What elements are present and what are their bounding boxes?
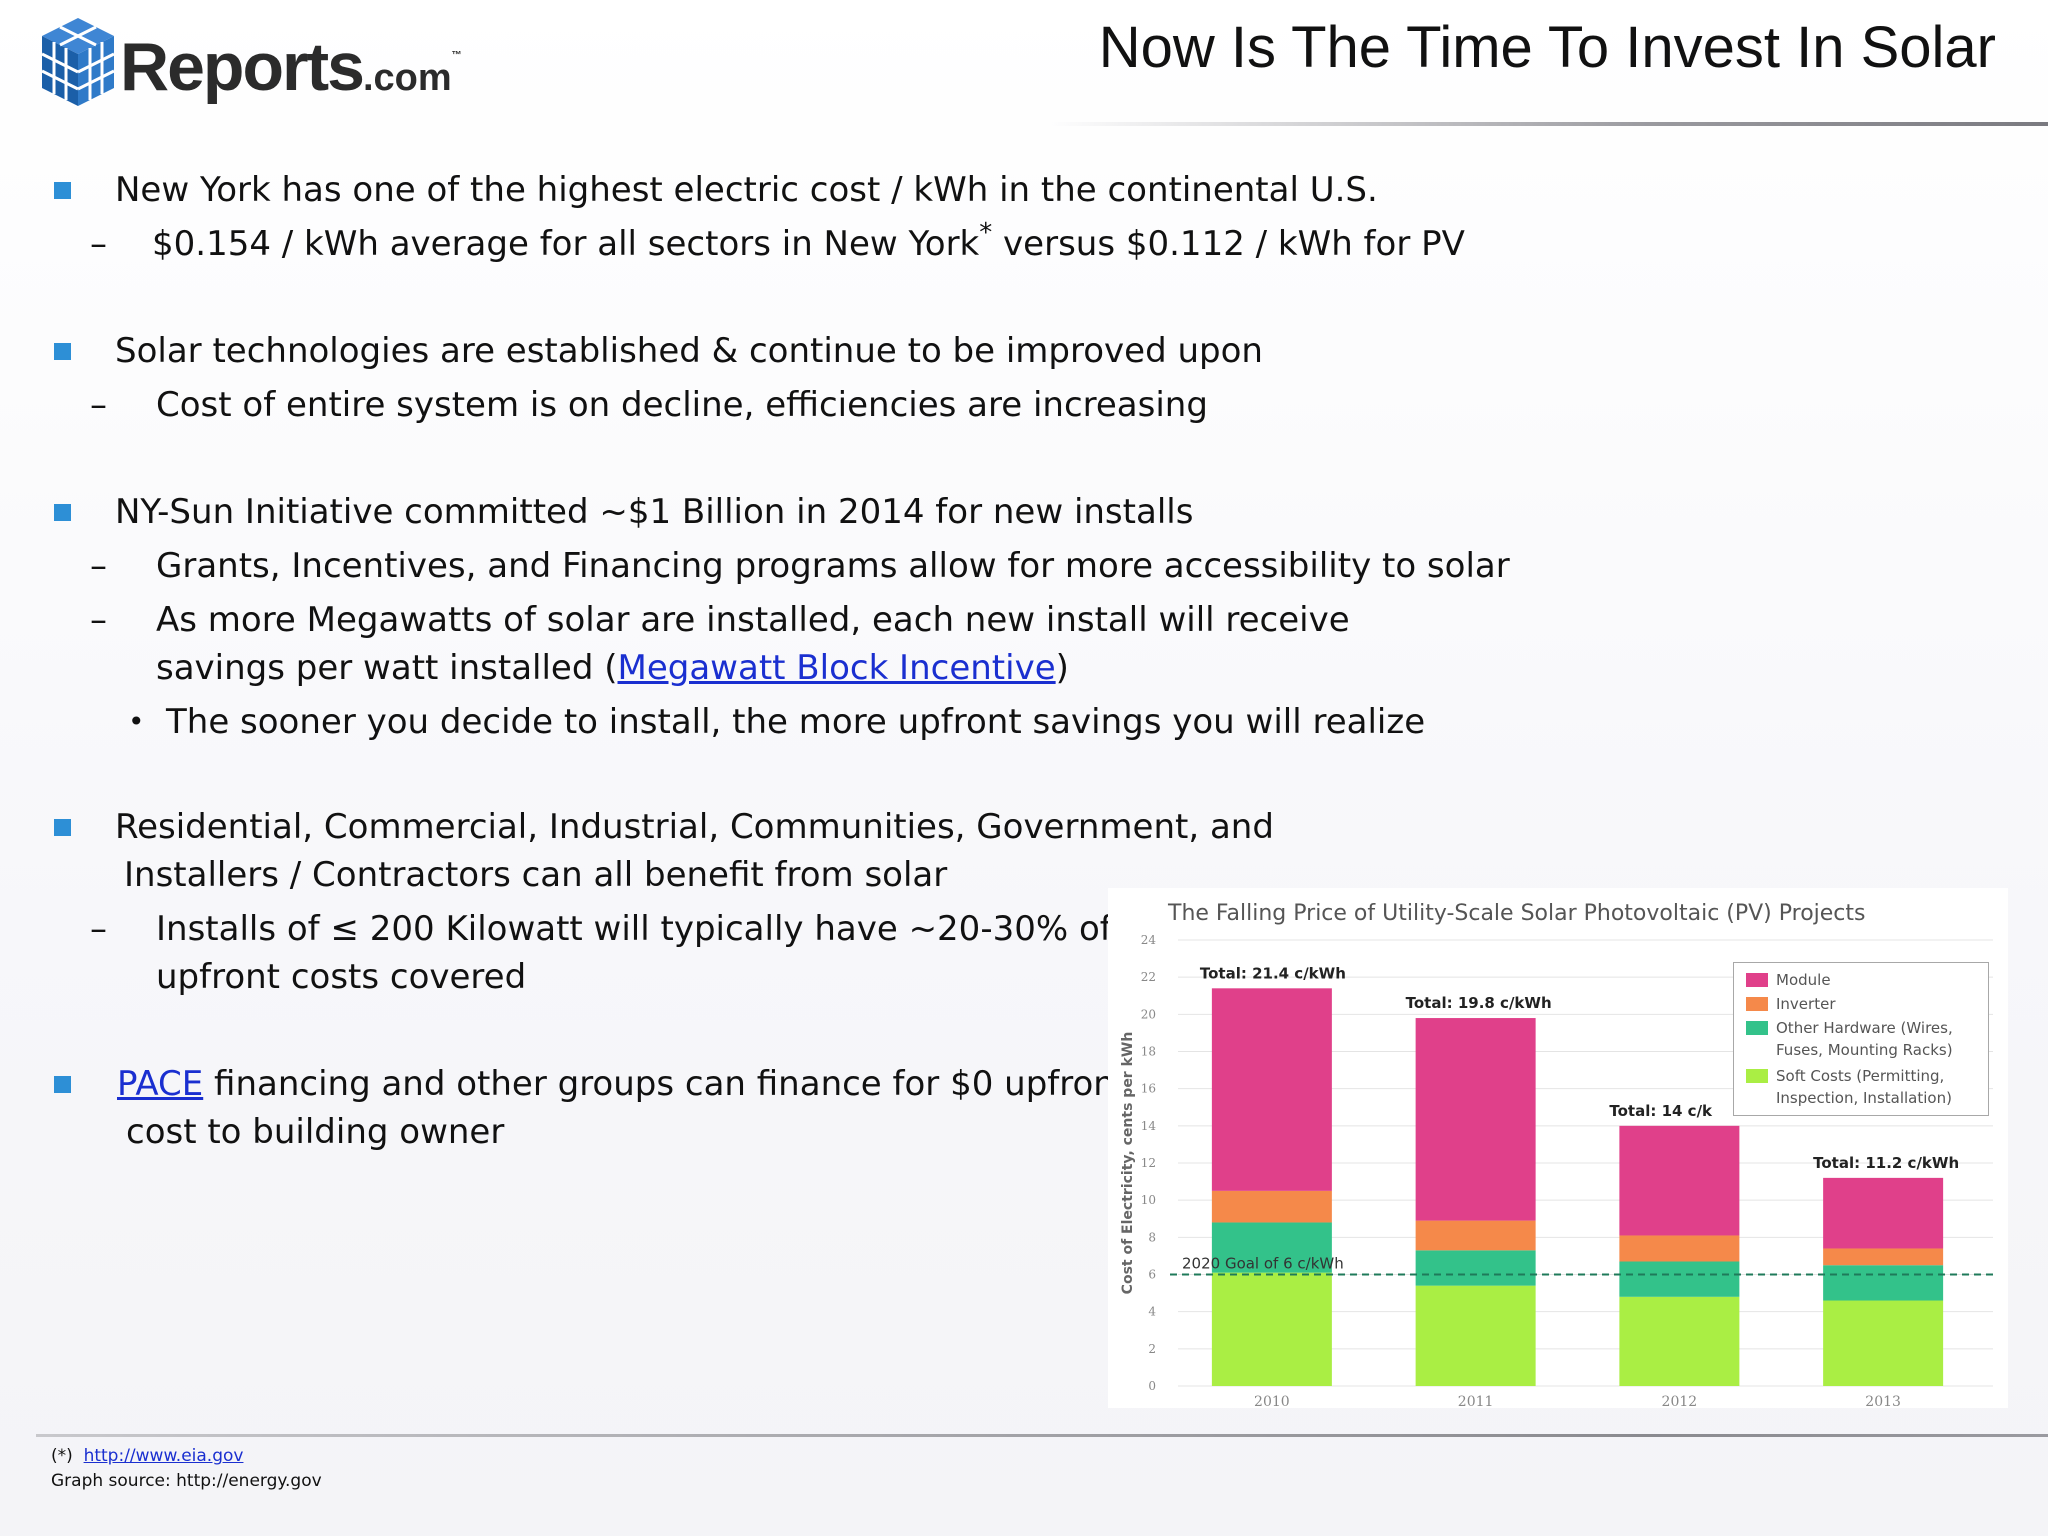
y-tick-label: 14 bbox=[1141, 1119, 1157, 1133]
y-tick-label: 12 bbox=[1141, 1156, 1156, 1170]
bar-segment-other bbox=[1619, 1261, 1740, 1297]
legend-label-soft-costs-2: Inspection, Installation) bbox=[1776, 1089, 1952, 1107]
bullet-5-line-2: cost to building owner bbox=[126, 1112, 505, 1152]
asterisk-footnote-mark: * bbox=[979, 218, 993, 248]
bar-segment-soft bbox=[1823, 1300, 1944, 1386]
dash-icon: – bbox=[90, 909, 107, 949]
y-tick-label: 8 bbox=[1148, 1230, 1156, 1244]
x-tick-label: 2011 bbox=[1458, 1394, 1494, 1408]
bullet-square-icon bbox=[54, 819, 71, 836]
bar-segment-soft bbox=[1415, 1285, 1536, 1386]
bullet-4-line-1: Residential, Commercial, Industrial, Com… bbox=[115, 807, 1274, 847]
y-tick-label: 10 bbox=[1141, 1193, 1156, 1207]
y-tick-label: 2 bbox=[1148, 1342, 1156, 1356]
y-tick-label: 24 bbox=[1141, 933, 1157, 947]
bar-segment-inverter bbox=[1211, 1190, 1332, 1223]
bullet-square-icon bbox=[54, 1076, 71, 1093]
bar-total-label: Total: 19.8 c/kWh bbox=[1406, 994, 1552, 1012]
bullet-4-line-2: Installers / Contractors can all benefit… bbox=[124, 855, 948, 895]
bullet-3-sub-2-line-1: As more Megawatts of solar are installed… bbox=[156, 600, 1350, 640]
y-tick-label: 4 bbox=[1148, 1305, 1156, 1319]
bullet-3-sub-1: Grants, Incentives, and Financing progra… bbox=[156, 546, 1510, 586]
legend-label-other-hardware-1: Other Hardware (Wires, bbox=[1776, 1019, 1953, 1037]
bullet-square-icon bbox=[54, 504, 71, 521]
reports-logo[interactable]: Reports.com™ bbox=[38, 14, 462, 114]
chart-title: The Falling Price of Utility-Scale Solar… bbox=[1167, 901, 1866, 926]
bar-segment-soft bbox=[1211, 1272, 1332, 1386]
legend-swatch-soft-costs bbox=[1746, 1069, 1768, 1083]
y-tick-label: 18 bbox=[1141, 1045, 1156, 1059]
eia-link[interactable]: http://www.eia.gov bbox=[83, 1446, 244, 1466]
y-axis-label: Cost of Electricity, cents per kWh bbox=[1120, 1032, 1136, 1295]
legend-swatch-module bbox=[1746, 973, 1768, 987]
bullet-1: New York has one of the highest electric… bbox=[115, 170, 1378, 210]
y-tick-label: 22 bbox=[1141, 970, 1156, 984]
bar-segment-inverter bbox=[1415, 1220, 1536, 1251]
x-tick-label: 2010 bbox=[1254, 1394, 1290, 1408]
legend-label-other-hardware-2: Fuses, Mounting Racks) bbox=[1776, 1041, 1953, 1059]
legend-label-module: Module bbox=[1776, 971, 1831, 989]
bar-total-label: Total: 11.2 c/kWh bbox=[1813, 1154, 1959, 1172]
bar-segment-module bbox=[1211, 988, 1332, 1191]
x-tick-label: 2013 bbox=[1865, 1394, 1901, 1408]
bar-segment-module bbox=[1415, 1018, 1536, 1221]
title-divider bbox=[1050, 122, 2048, 126]
cube-logo-icon bbox=[41, 18, 115, 106]
bar-segment-other bbox=[1415, 1250, 1536, 1286]
megawatt-block-incentive-link[interactable]: Megawatt Block Incentive bbox=[617, 648, 1056, 688]
chart-svg: The Falling Price of Utility-Scale Solar… bbox=[1120, 901, 1993, 1408]
dot-bullet-icon: • bbox=[128, 705, 145, 738]
goal-annotation: 2020 Goal of 6 c/kWh bbox=[1182, 1255, 1344, 1273]
y-tick-label: 20 bbox=[1141, 1007, 1156, 1021]
dash-icon: – bbox=[90, 385, 107, 425]
bullet-2-sub-1: Cost of entire system is on decline, eff… bbox=[156, 385, 1208, 425]
bar-segment-soft bbox=[1619, 1296, 1740, 1386]
bar-segment-module bbox=[1619, 1125, 1740, 1236]
bar-segment-module bbox=[1823, 1177, 1944, 1249]
y-tick-label: 6 bbox=[1148, 1268, 1156, 1282]
legend-swatch-inverter bbox=[1746, 997, 1768, 1011]
footer-divider bbox=[36, 1434, 2048, 1437]
bullet-3-sub-2-point: The sooner you decide to install, the mo… bbox=[166, 702, 1426, 742]
logo-text: Reports.com™ bbox=[120, 29, 462, 105]
bullet-4-sub-1-line-1: Installs of ≤ 200 Kilowatt will typicall… bbox=[156, 909, 1112, 949]
bar-segment-inverter bbox=[1619, 1235, 1740, 1262]
bullet-square-icon bbox=[54, 343, 71, 360]
bullet-2: Solar technologies are established & con… bbox=[115, 331, 1263, 371]
bullet-square-icon bbox=[54, 182, 71, 199]
dash-icon: – bbox=[90, 546, 107, 586]
bullet-5-line-1: PACE financing and other groups can fina… bbox=[117, 1064, 1129, 1104]
page-title: Now Is The Time To Invest In Solar bbox=[1098, 15, 1996, 80]
bar-total-label: Total: 21.4 c/kWh bbox=[1200, 964, 1346, 982]
footnote-eia: (*) http://www.eia.gov bbox=[51, 1446, 244, 1466]
chart-legend: Module Inverter Other Hardware (Wires, F… bbox=[1733, 962, 1989, 1116]
bar-total-label: Total: 14 c/k bbox=[1609, 1102, 1713, 1120]
bullet-1-sub-1: $0.154 / kWh average for all sectors in … bbox=[152, 218, 1465, 264]
y-tick-label: 16 bbox=[1141, 1082, 1156, 1096]
y-tick-label: 0 bbox=[1148, 1379, 1156, 1393]
dash-icon: – bbox=[90, 600, 107, 640]
bullet-3-sub-2-line-2: savings per watt installed (Megawatt Blo… bbox=[156, 648, 1069, 688]
legend-label-soft-costs-1: Soft Costs (Permitting, bbox=[1776, 1067, 1945, 1085]
dash-icon: – bbox=[90, 224, 107, 264]
x-tick-label: 2012 bbox=[1662, 1394, 1698, 1408]
legend-swatch-other-hardware bbox=[1746, 1021, 1768, 1035]
graph-source-note: Graph source: http://energy.gov bbox=[51, 1471, 322, 1491]
bullet-4-sub-1-line-2: upfront costs covered bbox=[156, 957, 527, 997]
bullet-3: NY-Sun Initiative committed ~$1 Billion … bbox=[115, 492, 1194, 532]
bar-segment-inverter bbox=[1823, 1248, 1944, 1266]
bar-segment-other bbox=[1823, 1265, 1944, 1301]
bar-segment-other bbox=[1211, 1222, 1332, 1273]
legend-label-inverter: Inverter bbox=[1776, 995, 1836, 1013]
pace-link[interactable]: PACE bbox=[117, 1064, 204, 1104]
